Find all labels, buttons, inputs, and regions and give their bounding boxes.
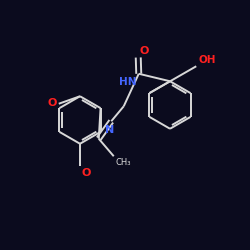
Text: HN: HN [120, 77, 137, 87]
Text: N: N [106, 125, 115, 135]
Text: O: O [140, 46, 149, 56]
Text: O: O [48, 98, 57, 108]
Text: O: O [81, 168, 90, 178]
Text: CH₃: CH₃ [116, 158, 131, 167]
Text: OH: OH [198, 55, 216, 65]
